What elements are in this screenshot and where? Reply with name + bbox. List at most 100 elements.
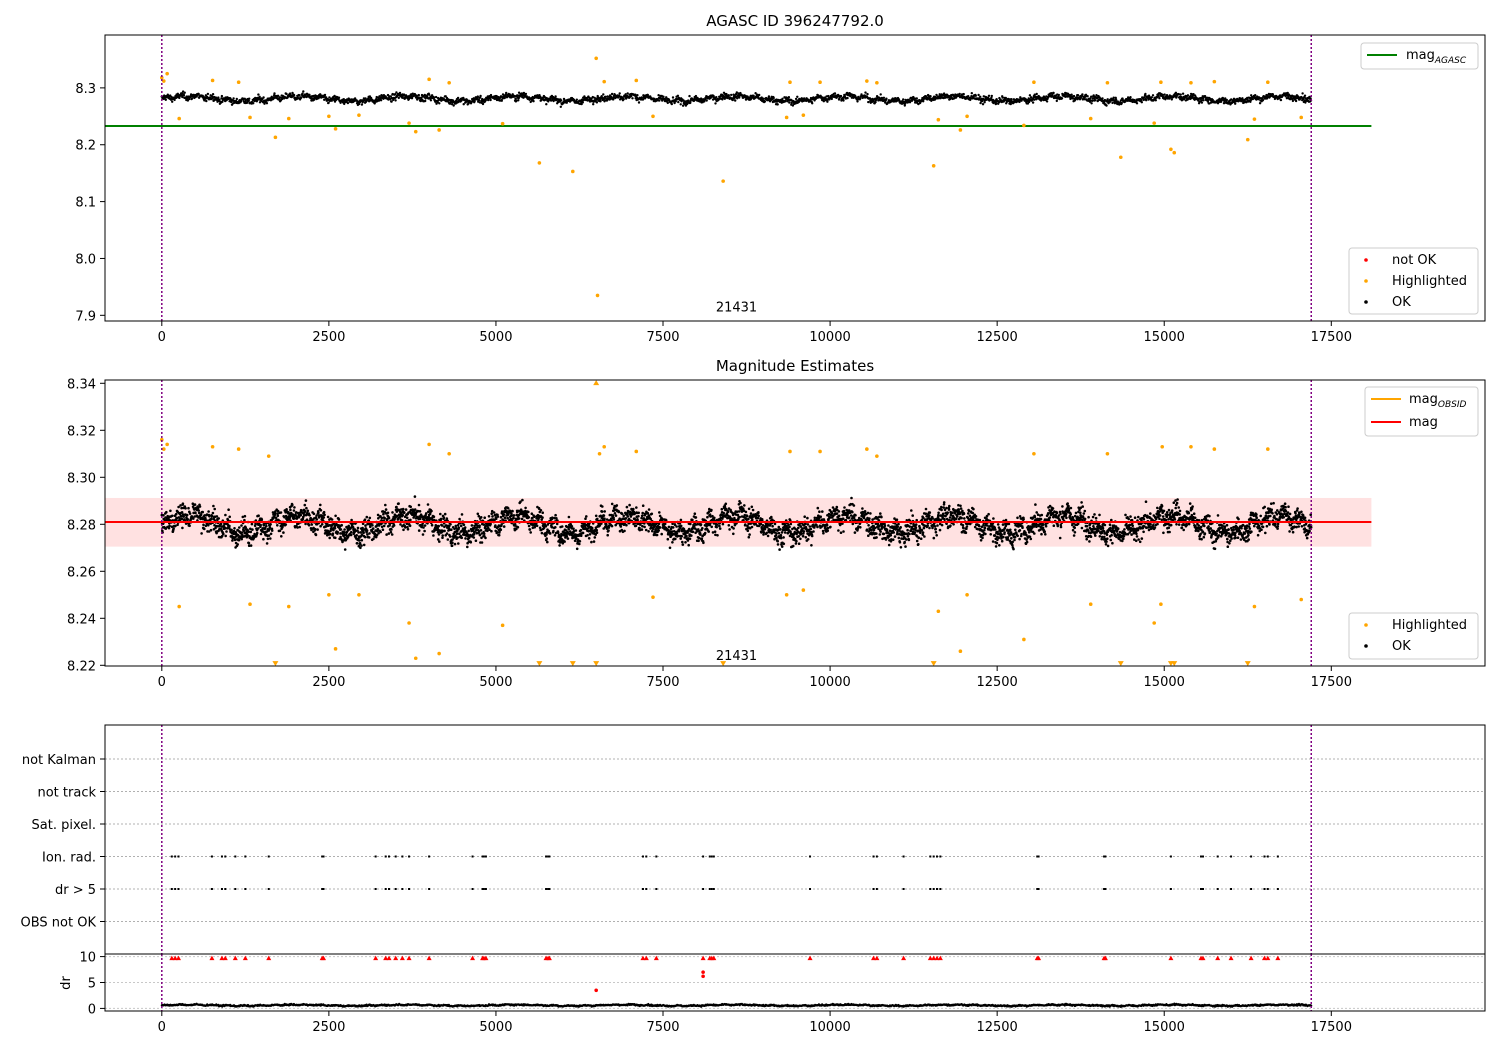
ok-point-2 — [499, 528, 503, 532]
ok-point-2 — [570, 525, 574, 528]
ok-point-2 — [391, 511, 394, 514]
ok-point-1 — [1181, 92, 1185, 95]
ok-point-1 — [1060, 97, 1064, 100]
ok-point-2 — [368, 516, 372, 520]
panel-1-axes: 0 2500 5000 7500 10000 12500 15000 175007.98.08… — [75, 82, 1352, 345]
ok-point-1 — [514, 97, 517, 101]
ok-point-2 — [243, 514, 247, 518]
ok-point-2 — [174, 524, 177, 528]
ok-point-2 — [606, 533, 609, 537]
ok-point-2 — [314, 533, 318, 537]
ok-point-2 — [384, 508, 388, 511]
ok-point-1 — [662, 95, 665, 98]
legend-label-not-ok: not OK — [1392, 253, 1437, 268]
ok-point-2 — [460, 536, 464, 539]
ok-point-2 — [674, 537, 677, 541]
ok-point-2 — [690, 534, 693, 537]
ok-point-1 — [234, 99, 238, 103]
ok-point-2 — [687, 543, 690, 547]
ok-point-1 — [438, 102, 441, 105]
ok-point-2 — [613, 512, 617, 515]
ok-point-2 — [463, 526, 467, 529]
ok-point-2 — [389, 530, 393, 534]
ok-point-1 — [967, 95, 970, 98]
legend-subscript-agasc: AGASC — [1434, 56, 1467, 66]
ok-point-1 — [688, 94, 691, 98]
ok-point-2 — [419, 517, 422, 521]
ok-point-1 — [252, 102, 255, 105]
ok-point-2 — [469, 541, 473, 544]
ok-point-2 — [595, 531, 599, 534]
ok-point-2 — [298, 525, 302, 529]
ok-point-2 — [490, 512, 494, 515]
ok-point-1 — [904, 102, 907, 105]
ok-point-2 — [279, 511, 283, 514]
ok-point-2 — [619, 525, 623, 528]
highlighted-point-1-18 — [537, 161, 542, 165]
ok-point-2 — [207, 510, 210, 513]
ok-point-1 — [390, 100, 393, 103]
ok-point-2 — [305, 506, 308, 510]
ok-point-1 — [218, 98, 221, 102]
ok-point-1 — [232, 97, 235, 100]
ok-point-2 — [586, 534, 589, 537]
ok-point-1 — [398, 91, 402, 95]
ok-point-2 — [548, 532, 552, 535]
ok-point-1 — [711, 98, 715, 101]
ok-point-2 — [483, 516, 487, 519]
ok-point-2 — [567, 527, 570, 531]
ok-point-2 — [384, 503, 387, 507]
ok-point-2 — [405, 516, 409, 520]
ok-point-2 — [274, 516, 278, 520]
ok-point-1 — [1001, 96, 1004, 99]
ok-point-2 — [313, 527, 317, 531]
ok-point-1 — [524, 92, 528, 96]
ok-point-2 — [293, 506, 296, 509]
ok-point-2 — [567, 515, 571, 519]
highlighted-point-1-41 — [1152, 121, 1157, 125]
ok-point-1 — [676, 94, 680, 98]
ok-point-2 — [584, 517, 587, 520]
ok-point-1 — [979, 95, 982, 99]
ok-point-1 — [767, 95, 771, 98]
x-tick-label-1-3: 7500 — [646, 330, 679, 345]
ok-point-1 — [171, 100, 174, 103]
ok-point-2 — [555, 517, 558, 520]
ok-point-1 — [337, 96, 341, 99]
legend-bottom-1: not OK Highlighted OK — [1348, 247, 1479, 315]
ok-point-1 — [575, 98, 578, 101]
ok-point-1 — [1291, 99, 1295, 103]
ok-point-2 — [667, 525, 671, 529]
ok-point-2 — [539, 509, 543, 512]
ok-point-2 — [395, 505, 398, 509]
ok-point-2 — [310, 523, 314, 526]
ok-point-1 — [882, 96, 886, 100]
legend-dot-ok — [1364, 300, 1368, 304]
x-tick-label-1-5: 12500 — [976, 330, 1017, 345]
ok-point-2 — [291, 503, 294, 507]
ok-point-2 — [367, 536, 371, 539]
ok-point-1 — [247, 99, 250, 103]
ok-point-1 — [636, 94, 639, 97]
ok-point-2 — [590, 526, 594, 530]
ok-point-2 — [462, 523, 466, 526]
ok-point-2 — [280, 535, 283, 538]
highlighted-point-1-22 — [602, 79, 607, 84]
ok-point-1 — [990, 94, 993, 98]
ok-point-2 — [575, 547, 579, 551]
highlighted-point-1-47 — [1245, 137, 1250, 142]
ok-point-1 — [273, 92, 276, 95]
ok-point-1 — [631, 97, 634, 100]
ok-point-2 — [257, 527, 260, 530]
highlighted-point-1-9 — [327, 114, 331, 119]
ok-point-2 — [333, 527, 337, 530]
ok-point-2 — [699, 533, 702, 536]
ok-point-1 — [1129, 96, 1132, 99]
ok-point-2 — [328, 536, 332, 540]
ok-point-1 — [190, 97, 194, 100]
highlighted-point-1-43 — [1169, 147, 1173, 152]
ok-point-2 — [233, 527, 236, 530]
ok-point-2 — [203, 527, 206, 531]
ok-point-1 — [935, 93, 938, 97]
ok-point-1 — [298, 94, 301, 97]
